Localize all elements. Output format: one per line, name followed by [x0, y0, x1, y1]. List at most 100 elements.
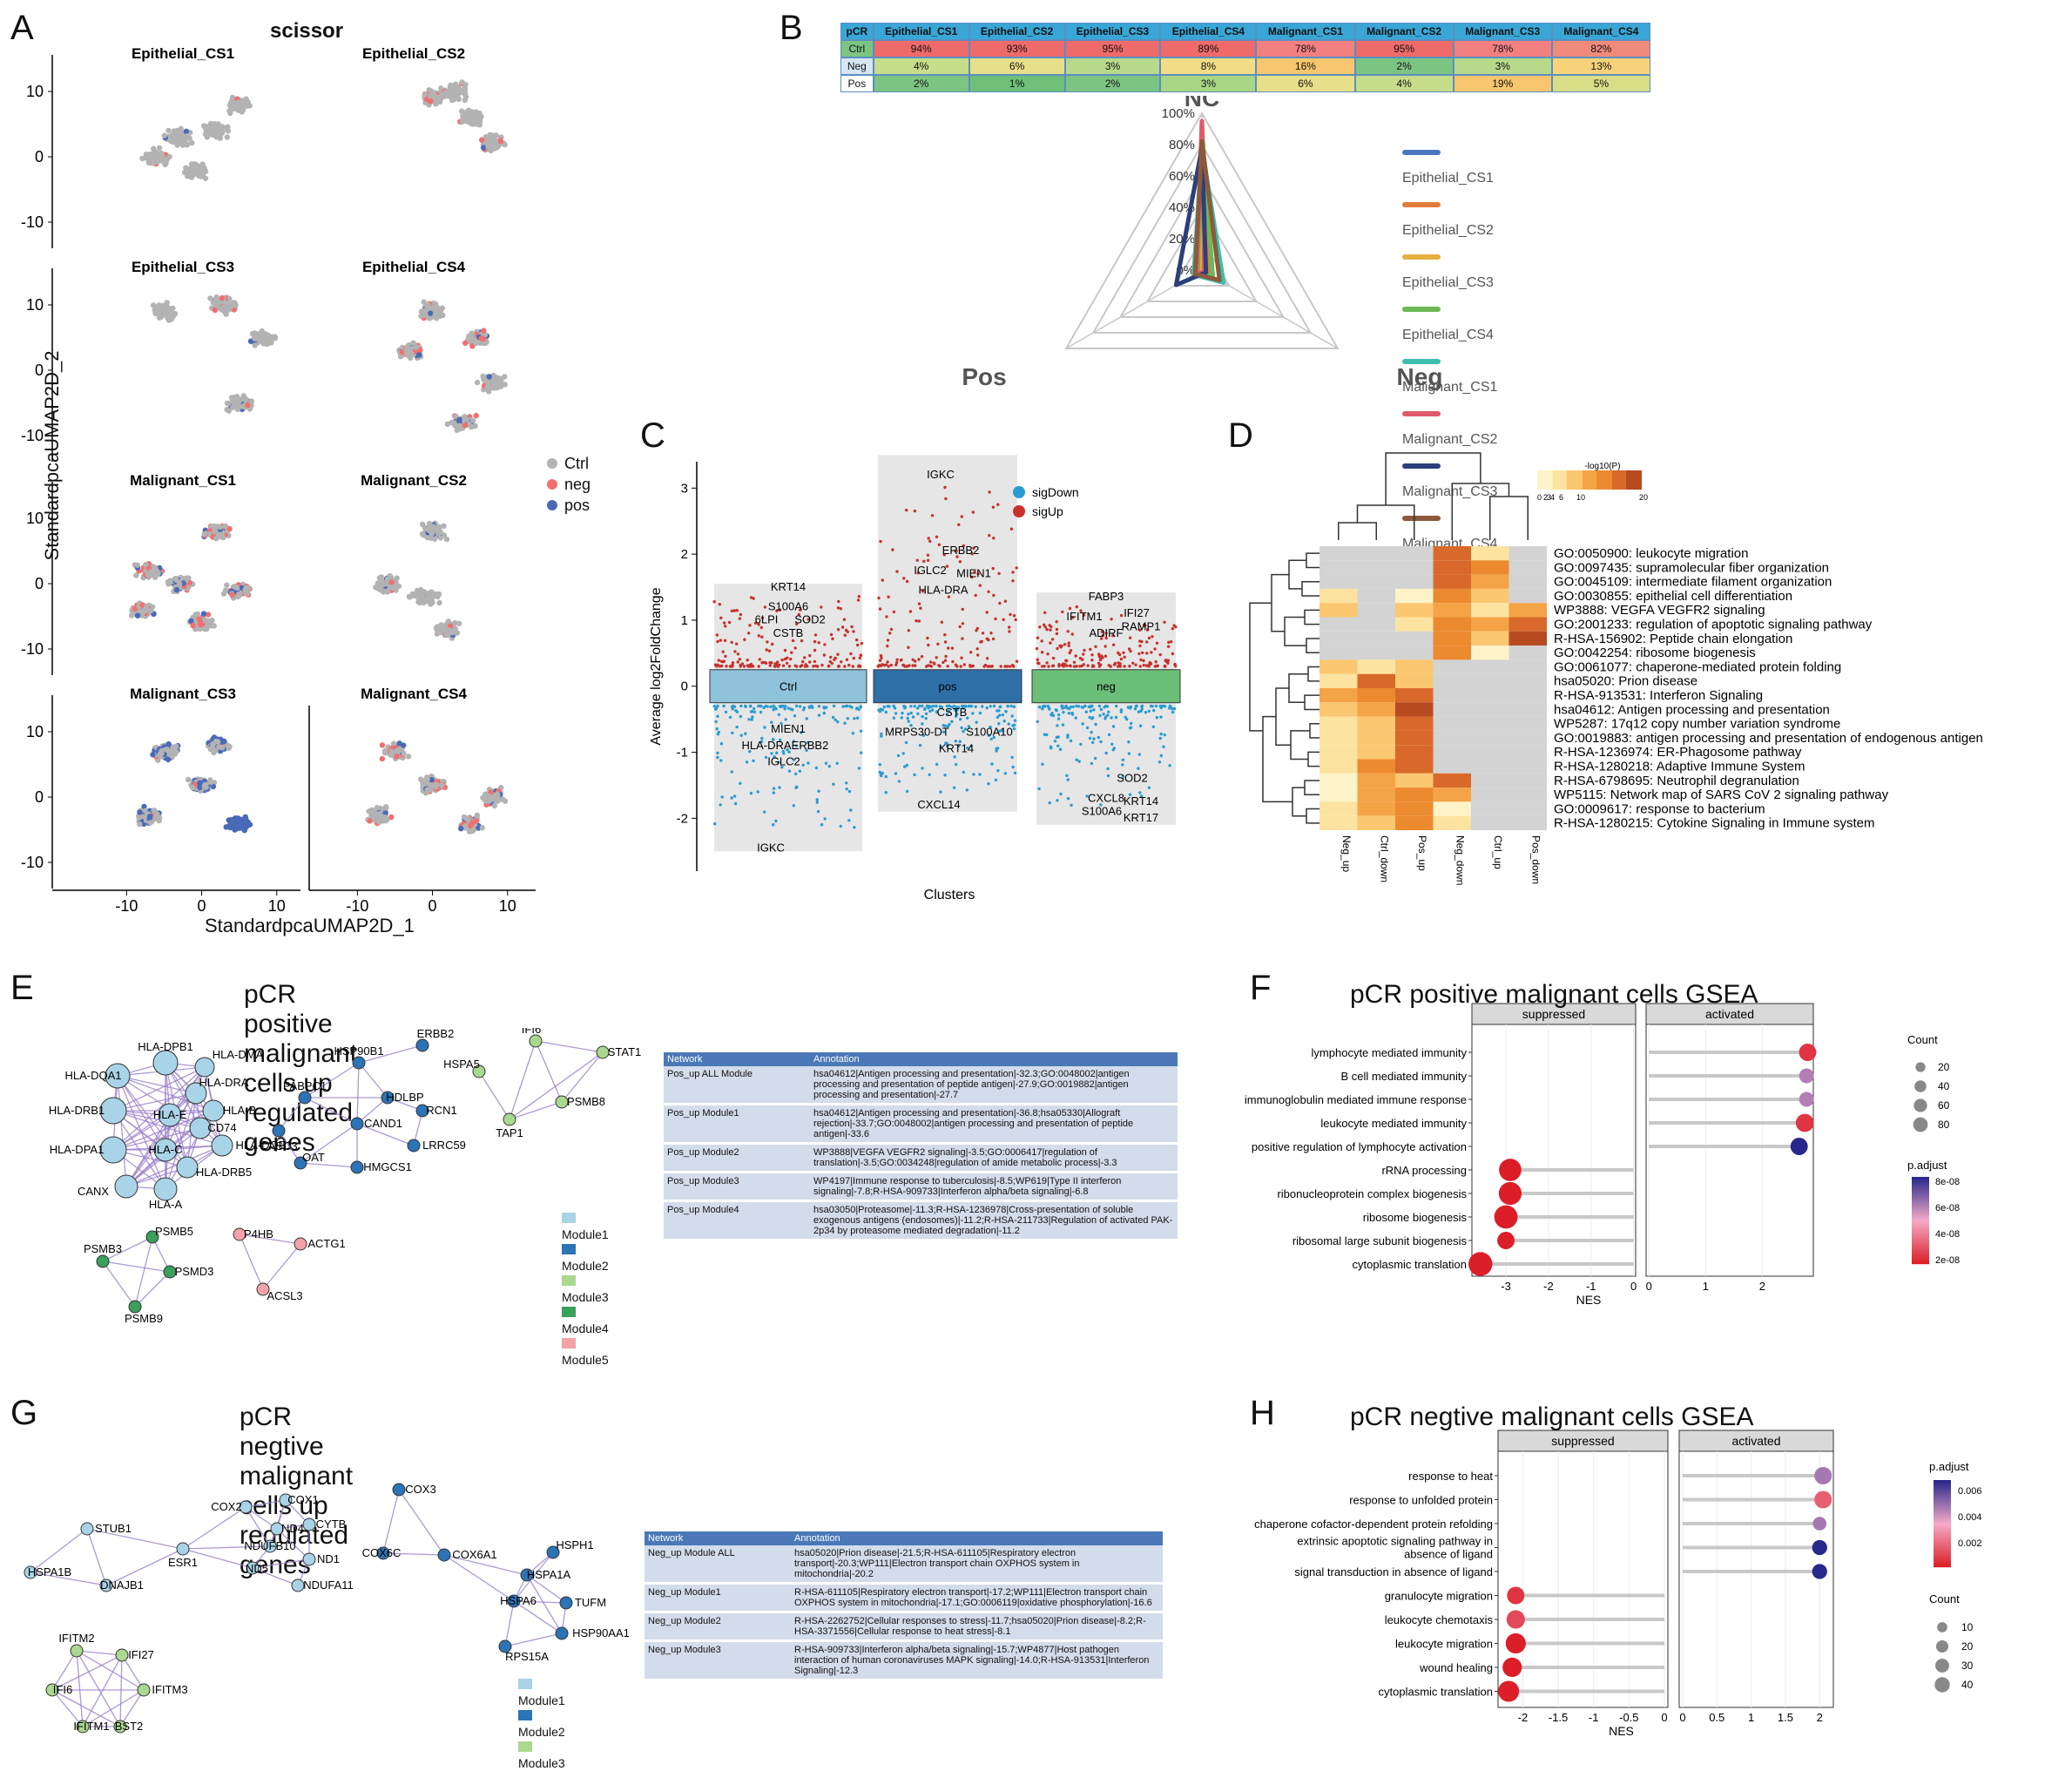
heatmap-cell: [1395, 673, 1434, 688]
sig-down-point: [1138, 724, 1143, 727]
sig-down-point: [724, 710, 728, 714]
umap-point: [486, 798, 492, 804]
sig-down-point: [892, 716, 896, 720]
sig-down-point: [1083, 704, 1087, 708]
sig-up-point: [1068, 606, 1072, 611]
annotation-network: Pos_up Module3: [664, 1172, 810, 1202]
sig-up-point: [1100, 630, 1104, 633]
sig-down-point: [905, 789, 909, 794]
sig-down-point: [823, 817, 827, 821]
panel-a: scissor 10 0 -10 10 0 -10 10 0 -10 10 0 -10 -10 0 10 -1…: [0, 0, 610, 941]
pcr-cell: 3%: [1160, 75, 1257, 92]
sig-down-point: [892, 704, 895, 708]
heatmap-col-label: Pos_down: [1529, 835, 1542, 884]
sig-down-point: [904, 740, 908, 745]
colorbar-step: [1934, 1538, 1951, 1540]
umap-point: [153, 568, 159, 574]
network-edge: [134, 1271, 171, 1308]
heatmap-cell: [1319, 801, 1358, 816]
size-legend-dot: [1913, 1098, 1927, 1112]
umap-point: [197, 784, 203, 791]
heatmap-cell: [1433, 603, 1471, 618]
cluster-background: [714, 584, 862, 852]
colorbar-step: [1934, 1521, 1951, 1523]
heatmap-cell: [1357, 560, 1395, 575]
legend-gradient-step: [1591, 470, 1593, 490]
heatmap-cell: [1471, 603, 1509, 618]
sig-up-point: [790, 651, 793, 654]
sig-up-point: [1103, 645, 1107, 648]
network-node-label: RCN1: [426, 1104, 456, 1117]
network-node: [472, 1065, 486, 1078]
sig-up-point: [724, 625, 727, 628]
colorbar-step: [1912, 1200, 1929, 1202]
sig-down-point: [792, 758, 796, 761]
colorbar-step: [1912, 1240, 1929, 1242]
colorbar-step: [1912, 1223, 1929, 1225]
sig-up-point: [757, 634, 760, 638]
dendrogram-branch: [1306, 552, 1319, 569]
umap-point: [201, 123, 207, 129]
sig-down-point: [805, 717, 808, 720]
sig-up-point: [759, 625, 763, 630]
term-label: extrinsic apoptotic signaling pathway in: [1297, 1535, 1493, 1548]
term-label: cytoplasmic translation: [1353, 1258, 1468, 1271]
umap-point: [167, 752, 173, 758]
module-legend-item: Module1: [562, 1211, 609, 1242]
sig-down-point: [762, 706, 766, 710]
sig-up-point: [730, 640, 733, 645]
subplot-points: [422, 79, 508, 154]
network-edge: [112, 1127, 201, 1151]
lollipop-dot: [1499, 1159, 1522, 1181]
network-node-label: HLA-DQB1: [235, 1139, 292, 1152]
sig-up-point: [767, 649, 772, 652]
sig-up-point: [1138, 628, 1142, 632]
network-edge: [82, 1654, 123, 1727]
cluster-label: Ctrl: [780, 680, 797, 693]
sig-up-point: [959, 665, 962, 668]
legend-gradient-step: [1572, 470, 1574, 490]
colorbar-step: [1912, 1242, 1929, 1244]
colorbar-step: [1934, 1531, 1951, 1533]
umap-point: [222, 523, 229, 530]
sig-up-point: [727, 620, 732, 625]
umap-point: [408, 351, 415, 357]
sig-up-point: [1078, 665, 1082, 668]
dendrogram-branch: [1290, 730, 1310, 760]
colorbar-step: [1912, 1234, 1929, 1236]
gsea-neg-dotplot: suppressed activated-2 -1.5 -1 -0.5 0 0 0.5 1 1.5…: [1254, 1430, 1982, 1738]
network-edge: [112, 1110, 214, 1151]
xtick-label: 0: [198, 897, 206, 915]
sig-up-point: [877, 596, 881, 600]
heatmap-row-label: GO:0050900: leukocyte migration: [1554, 546, 1748, 561]
colorbar-step: [1934, 1507, 1951, 1509]
network-edge: [117, 1075, 127, 1187]
sig-down-point: [1144, 711, 1148, 714]
sig-up-point: [1036, 636, 1040, 639]
network-node: [381, 1091, 395, 1105]
umap-point: [388, 585, 395, 591]
xtick-label: 0: [1661, 1711, 1667, 1724]
umap-point: [377, 576, 383, 582]
sig-down-point: [992, 735, 996, 740]
sig-up-point: [900, 658, 903, 662]
sig-up-point: [970, 552, 974, 556]
heatmap-cell: [1508, 745, 1547, 760]
heatmap-cell: [1433, 617, 1471, 632]
heatmap-cell: [1471, 617, 1509, 632]
network-node-label: STAT1: [608, 1045, 642, 1058]
network-node-label: COX6C: [362, 1546, 402, 1559]
dendrogram-branch: [1288, 559, 1306, 590]
heatmap-cell: [1508, 787, 1547, 802]
sig-down-point: [1066, 735, 1070, 740]
legend-dot-pos: [547, 500, 557, 510]
xtick-label: 0: [1630, 1280, 1637, 1293]
umap-point: [192, 612, 199, 618]
network-edge: [112, 1110, 188, 1168]
sig-up-point: [1142, 663, 1145, 667]
network-edge: [252, 1558, 310, 1569]
annotation-row: Pos_up ALL Module hsa04612|Antigen proces…: [664, 1066, 1178, 1105]
umap-point: [226, 817, 233, 823]
colorbar-step: [1934, 1565, 1951, 1567]
heatmap-cell: [1395, 617, 1434, 632]
